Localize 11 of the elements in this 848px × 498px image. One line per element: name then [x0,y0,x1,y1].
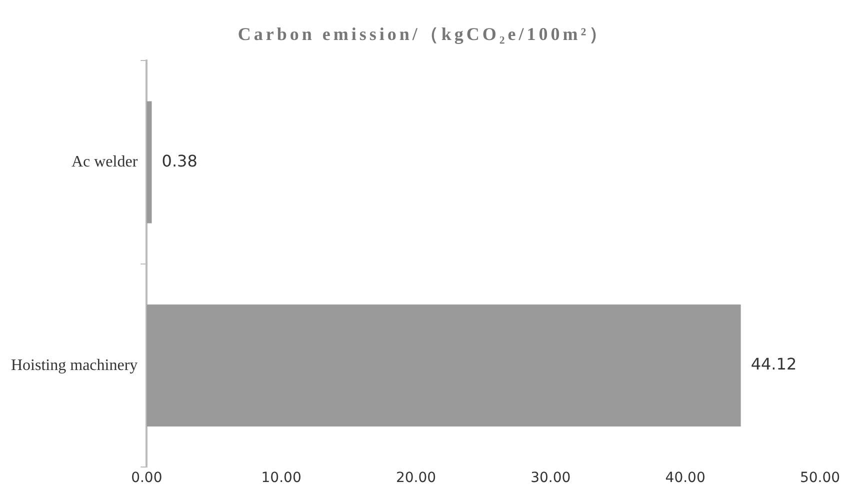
x-tick-label: 40.00 [665,470,706,486]
x-tick-label: 10.00 [261,470,302,486]
y-tick-label: Hoisting machinery [11,356,138,374]
y-tick-label: Ac welder [71,153,138,170]
x-tick-label: 30.00 [530,470,571,486]
data-label: 44.12 [750,354,797,374]
chart-title: Carbon emission/（kgCO₂e/100m²） [236,23,612,46]
x-tick-label: 0.00 [131,470,162,486]
x-tick-label: 50.00 [800,470,840,486]
data-label: 0.38 [162,151,198,170]
x-tick-label: 20.00 [396,470,436,486]
